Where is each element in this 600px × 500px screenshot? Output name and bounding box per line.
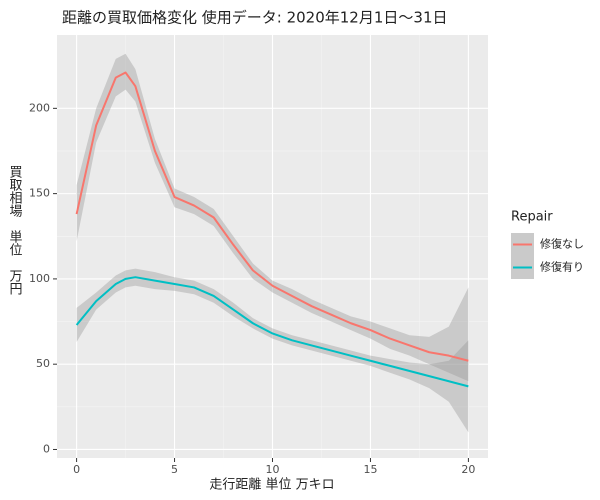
x-tick-label: 15 [363, 463, 377, 476]
legend-title: Repair [511, 210, 553, 225]
x-tick-label: 20 [461, 463, 475, 476]
x-axis-label: 走行距離 単位 万キロ [209, 477, 334, 493]
x-tick-label: 10 [266, 463, 280, 476]
y-tick-label: 200 [29, 101, 50, 114]
legend-label: 修復なし [540, 237, 584, 251]
chart-title: 距離の買取価格変化 使用データ: 2020年12月1日～31日 [62, 9, 447, 27]
y-tick-label: 100 [29, 272, 50, 285]
y-tick-label: 150 [29, 187, 50, 200]
y-axis-label: 買取相場 単位 万円 [7, 165, 23, 295]
x-tick-label: 0 [73, 463, 80, 476]
legend-label: 修復有り [540, 260, 584, 274]
x-tick-label: 5 [171, 463, 178, 476]
line [75, 71, 469, 362]
confidence-band [76, 53, 469, 382]
line [75, 276, 469, 388]
y-tick-label: 50 [36, 357, 50, 370]
y-tick-label: 0 [43, 442, 50, 455]
